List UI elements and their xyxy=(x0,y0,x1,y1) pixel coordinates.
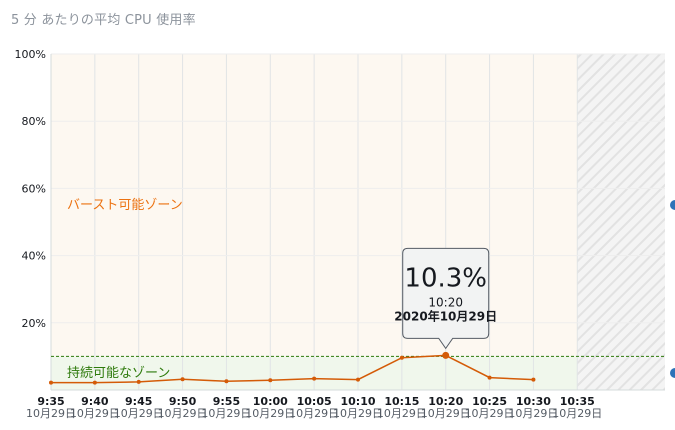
x-tick-date-1: 10月29日 xyxy=(70,407,120,420)
cpu-series-line xyxy=(51,354,534,384)
horizontal-gridlines xyxy=(51,53,665,324)
x-tick-time-8: 10:15 xyxy=(384,395,419,408)
x-tick-date-8: 10月29日 xyxy=(377,407,427,420)
tooltip-value: 10.3% xyxy=(404,263,487,293)
x-tick-date-0: 10月29日 xyxy=(26,407,76,420)
series-point-8[interactable] xyxy=(399,355,404,360)
tooltip-time: 10:20 xyxy=(428,295,463,309)
x-tick-date-7: 10月29日 xyxy=(333,407,383,420)
series-point-11[interactable] xyxy=(531,377,536,382)
right-edge-handles xyxy=(665,0,675,430)
future-hatch-area xyxy=(577,54,665,390)
series-point-2[interactable] xyxy=(136,379,141,384)
x-tick-date-10: 10月29日 xyxy=(465,407,515,420)
sustain-zone-label: 持続可能なゾーン xyxy=(67,366,170,381)
x-axis-ticks: 9:3510月29日9:4010月29日9:4510月29日9:5010月29日… xyxy=(26,395,602,420)
x-tick-time-5: 10:00 xyxy=(253,395,288,408)
x-tick-time-2: 9:45 xyxy=(125,395,152,408)
edge-handle-bottom[interactable] xyxy=(670,368,675,378)
edge-handle-top[interactable] xyxy=(670,200,675,210)
x-tick-date-2: 10月29日 xyxy=(114,407,164,420)
cpu-series-points xyxy=(49,351,536,385)
y-tick-label-1: 80% xyxy=(22,115,46,128)
series-point-9[interactable] xyxy=(442,351,450,359)
x-tick-date-3: 10月29日 xyxy=(158,407,208,420)
x-tick-date-11: 10月29日 xyxy=(508,407,558,420)
x-tick-date-4: 10月29日 xyxy=(201,407,251,420)
y-tick-label-4: 20% xyxy=(22,317,46,330)
series-point-5[interactable] xyxy=(268,378,273,383)
series-point-3[interactable] xyxy=(180,377,185,382)
series-point-0[interactable] xyxy=(49,380,53,385)
x-tick-time-11: 10:30 xyxy=(516,395,551,408)
x-tick-date-5: 10月29日 xyxy=(245,407,295,420)
series-point-7[interactable] xyxy=(356,377,360,382)
series-point-4[interactable] xyxy=(224,379,229,384)
x-tick-time-3: 9:50 xyxy=(169,395,197,408)
x-tick-time-10: 10:25 xyxy=(472,395,507,408)
x-tick-time-7: 10:10 xyxy=(340,395,375,408)
tooltip-date: 2020年10月29日 xyxy=(394,308,497,323)
x-tick-time-9: 10:20 xyxy=(428,395,463,408)
x-tick-time-12: 10:35 xyxy=(560,395,595,408)
y-tick-label-0: 100% xyxy=(15,48,46,61)
tooltip-box xyxy=(402,247,490,350)
x-tick-time-6: 10:05 xyxy=(297,395,332,408)
x-tick-time-0: 9:35 xyxy=(37,395,64,408)
x-tick-date-9: 10月29日 xyxy=(421,407,471,420)
y-tick-label-2: 60% xyxy=(22,182,46,195)
x-tick-time-4: 9:55 xyxy=(213,395,240,408)
series-point-6[interactable] xyxy=(312,376,317,381)
tooltip: 10.3% 10:20 2020年10月29日 xyxy=(394,247,497,350)
burst-zone-label: バースト可能ゾーン xyxy=(67,198,183,213)
chart-title: 5 分 あたりの平均 CPU 使用率 xyxy=(11,13,196,28)
y-axis-ticks: 100% 80% 60% 40% 20% xyxy=(15,48,46,330)
series-point-1[interactable] xyxy=(92,380,97,385)
y-tick-label-3: 40% xyxy=(22,250,46,263)
x-tick-date-12: 10月29日 xyxy=(552,407,602,420)
x-tick-time-1: 9:40 xyxy=(81,395,109,408)
x-tick-date-6: 10月29日 xyxy=(289,407,339,420)
series-point-10[interactable] xyxy=(487,375,492,380)
